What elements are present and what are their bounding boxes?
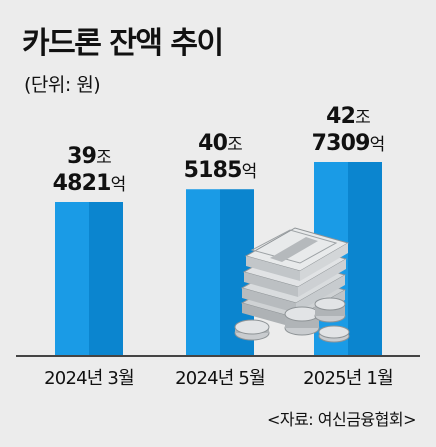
x-axis-baseline	[16, 355, 420, 357]
data-label: 42조 7309억	[268, 104, 428, 158]
bar-1	[55, 202, 123, 355]
data-label: 40조 5185억	[140, 131, 300, 185]
x-tick-label: 2025년 1월	[303, 368, 394, 389]
data-label-jo-unit: 조	[227, 135, 243, 156]
data-label-jo-unit: 조	[96, 148, 112, 168]
data-label-eok: 7309	[311, 131, 371, 156]
data-label-eok: 5185	[183, 158, 243, 184]
money-illustration	[234, 227, 350, 343]
data-label-eok-unit: 억	[241, 162, 258, 183]
x-tick-label: 2024년 3월	[44, 368, 135, 389]
data-label-jo: 42	[326, 104, 356, 129]
data-label-eok-unit: 억	[369, 135, 386, 155]
chart-title: 카드론 잔액 추이	[22, 26, 224, 61]
unit-label: (단위: 원)	[24, 74, 101, 96]
data-label-jo: 40	[198, 131, 228, 157]
data-label-eok: 4821	[52, 171, 112, 196]
data-label-jo: 39	[67, 144, 97, 169]
source-note: <자료: 여신금융협회>	[266, 410, 417, 429]
data-label: 39조 4821억	[9, 144, 169, 198]
data-label-jo-unit: 조	[355, 108, 371, 128]
data-label-eok-unit: 억	[110, 175, 127, 195]
x-tick-label: 2024년 5월	[175, 368, 266, 389]
